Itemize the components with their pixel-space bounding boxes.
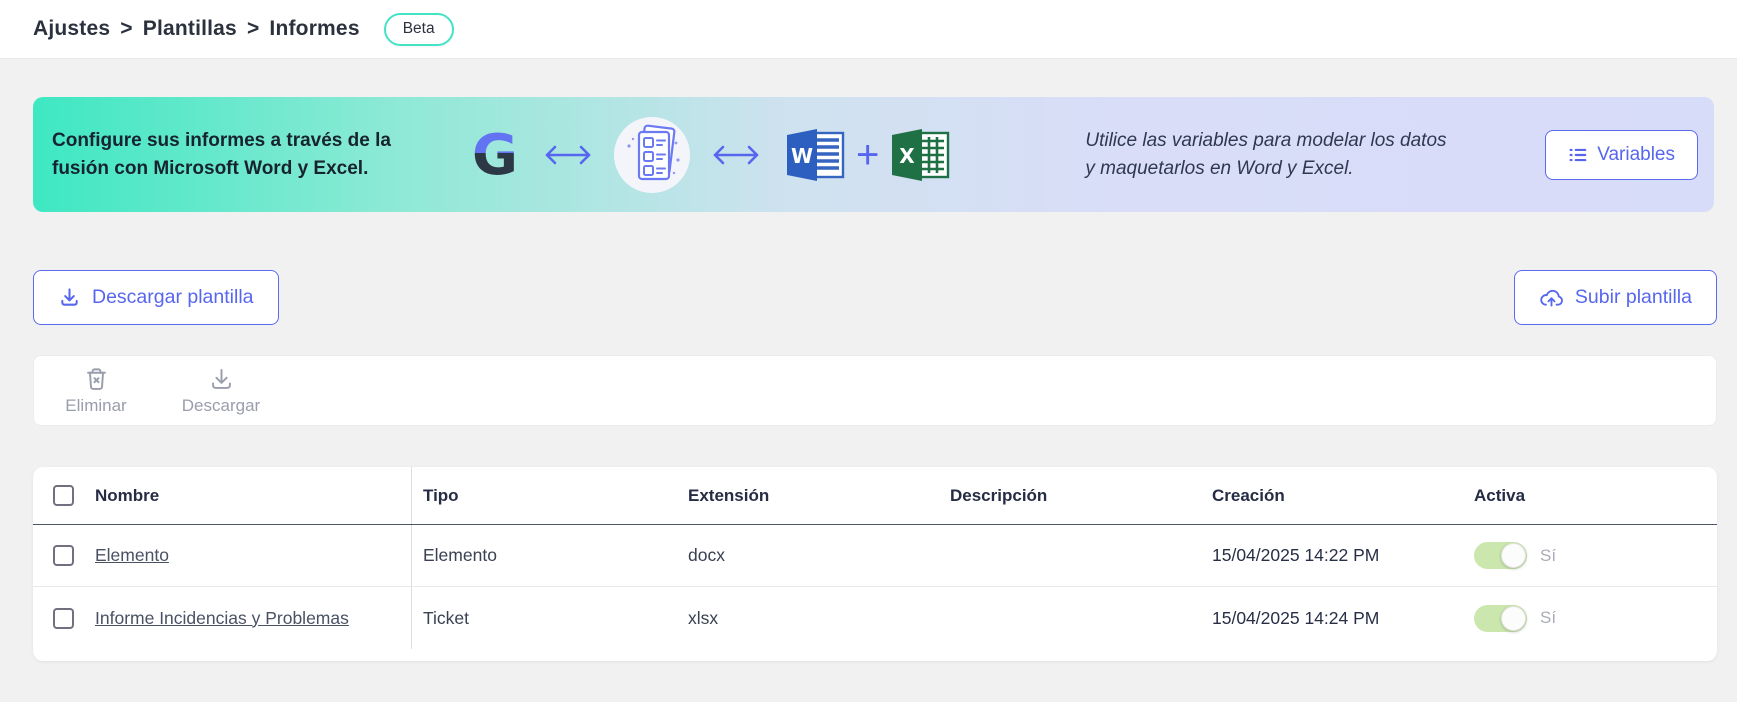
- template-creation-cell: 15/04/2025 14:24 PM: [1212, 607, 1380, 628]
- row-checkbox[interactable]: [53, 545, 74, 566]
- download-selected-button[interactable]: Descargar: [181, 366, 261, 416]
- trash-icon: [83, 366, 110, 393]
- active-toggle-label: Sí: [1540, 545, 1557, 565]
- cloud-upload-icon: [1539, 286, 1564, 309]
- delete-button-label: Eliminar: [65, 395, 127, 415]
- template-active-cell: Sí: [1463, 587, 1717, 649]
- row-checkbox-cell: [53, 525, 95, 586]
- download-icon: [208, 366, 235, 393]
- logo-letter: G: [472, 126, 518, 184]
- select-all-checkbox[interactable]: [53, 485, 74, 506]
- download-selected-label: Descargar: [181, 395, 261, 415]
- breadcrumb: Ajustes > Plantillas > Informes: [33, 17, 360, 41]
- variables-button[interactable]: Variables: [1545, 129, 1698, 180]
- toggle-knob: [1501, 543, 1526, 568]
- template-link[interactable]: Informe Incidencias y Problemas: [95, 607, 349, 628]
- variables-button-label: Variables: [1597, 143, 1675, 165]
- banner-message: Configure sus informes a través de la fu…: [52, 129, 391, 179]
- banner-icons: G: [468, 115, 953, 195]
- template-description-cell: [939, 525, 1201, 586]
- template-type-cell: Elemento: [423, 545, 497, 565]
- download-template-button[interactable]: Descargar plantilla: [33, 270, 279, 325]
- top-bar: Ajustes > Plantillas > Informes Beta: [0, 0, 1737, 59]
- download-icon: [58, 286, 81, 309]
- word-excel-info-banner: Configure sus informes a través de la fu…: [33, 97, 1714, 212]
- template-link[interactable]: Elemento: [95, 545, 169, 565]
- breadcrumb-informes: Informes: [269, 17, 360, 40]
- column-header-tipo: Tipo: [423, 485, 459, 505]
- list-icon: [1568, 145, 1588, 165]
- upload-template-label: Subir plantilla: [1574, 286, 1692, 308]
- breadcrumb-separator: >: [120, 17, 133, 40]
- toggle-knob: [1501, 605, 1526, 631]
- template-actions-row: Descargar plantilla Subir plantilla: [33, 270, 1717, 325]
- ms-excel-icon: X: [887, 126, 953, 184]
- active-toggle-label: Sí: [1540, 608, 1557, 627]
- template-active-cell: Sí: [1463, 525, 1717, 586]
- form-checklist-icon: [612, 115, 692, 195]
- column-header-descripcion: Descripción: [950, 485, 1048, 505]
- column-header-extension: Extensión: [688, 485, 770, 505]
- plus-icon: +: [856, 132, 880, 177]
- table-header-row: Nombre Tipo Extensión Descripción Creaci…: [33, 467, 1717, 525]
- template-type-cell: Ticket: [423, 607, 470, 628]
- breadcrumb-ajustes[interactable]: Ajustes: [33, 17, 111, 40]
- template-description-cell: [939, 587, 1201, 649]
- template-name-cell: Elemento: [95, 525, 412, 586]
- ms-word-icon: W: [782, 126, 848, 184]
- template-extension-cell: docx: [688, 545, 725, 565]
- selection-toolbar: Eliminar Descargar: [33, 355, 1717, 426]
- template-creation-cell: 15/04/2025 14:22 PM: [1212, 545, 1380, 565]
- column-header-creacion: Creación: [1212, 485, 1285, 505]
- templates-table: Nombre Tipo Extensión Descripción Creaci…: [33, 467, 1717, 661]
- banner-hint: Utilice las variables para modelar los d…: [1085, 129, 1447, 179]
- swap-arrow-icon: [542, 142, 594, 168]
- template-name-cell: Informe Incidencias y Problemas: [95, 587, 412, 649]
- template-extension-cell: xlsx: [688, 607, 719, 628]
- active-toggle[interactable]: [1474, 604, 1527, 632]
- swap-arrow-icon: [710, 142, 762, 168]
- active-toggle[interactable]: [1474, 542, 1527, 569]
- download-template-label: Descargar plantilla: [92, 286, 254, 308]
- glpi-logo-icon: G: [468, 126, 522, 184]
- excel-letter: X: [900, 144, 916, 168]
- header-checkbox-cell: [53, 467, 95, 524]
- upload-template-button[interactable]: Subir plantilla: [1513, 270, 1717, 325]
- breadcrumb-separator: >: [246, 17, 260, 40]
- table-row: Informe Incidencias y Problemas Ticket x…: [33, 587, 1717, 649]
- column-header-activa: Activa: [1474, 485, 1526, 505]
- row-checkbox[interactable]: [53, 607, 74, 629]
- delete-button[interactable]: Eliminar: [56, 366, 136, 416]
- beta-badge: Beta: [383, 12, 454, 46]
- breadcrumb-plantillas[interactable]: Plantillas: [142, 17, 237, 40]
- word-letter: W: [791, 144, 813, 168]
- row-checkbox-cell: [53, 587, 95, 649]
- column-header-nombre: Nombre: [95, 467, 412, 524]
- table-row: Elemento Elemento docx 15/04/2025 14:22 …: [33, 525, 1717, 587]
